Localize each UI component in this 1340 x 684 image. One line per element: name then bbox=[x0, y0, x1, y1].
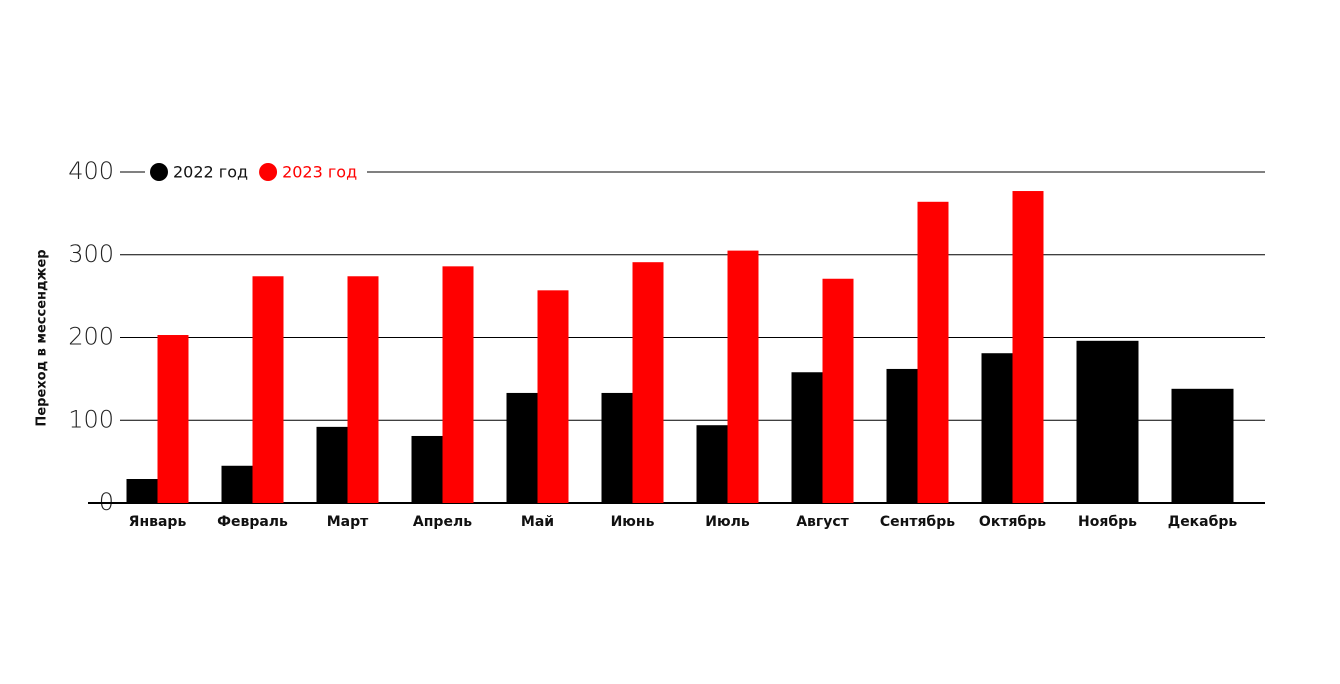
x-tick-label: Июнь bbox=[611, 514, 655, 530]
bar bbox=[727, 250, 759, 503]
x-tick-label: Декабрь bbox=[1168, 514, 1238, 530]
x-tick-label: Август bbox=[796, 514, 849, 530]
bar bbox=[1076, 340, 1139, 503]
bar bbox=[1012, 191, 1044, 503]
bar bbox=[126, 479, 158, 503]
y-axis-label: Переход в мессенджер bbox=[35, 249, 50, 426]
legend-marker bbox=[259, 163, 278, 181]
bar bbox=[506, 392, 538, 503]
bar bbox=[981, 353, 1013, 503]
y-tick-label: 400 bbox=[68, 157, 114, 185]
bar bbox=[601, 392, 633, 503]
y-tick-label: 300 bbox=[68, 240, 114, 268]
bar bbox=[1171, 388, 1234, 503]
bar bbox=[411, 435, 443, 503]
legend-label: 2023 год bbox=[282, 163, 357, 182]
x-tick-label: Сентябрь bbox=[880, 514, 955, 530]
x-tick-label: Январь bbox=[129, 514, 187, 530]
x-tick-label: Февраль bbox=[217, 514, 288, 530]
bar bbox=[791, 372, 823, 503]
legend-marker bbox=[150, 163, 168, 181]
legend-label: 2022 год bbox=[173, 163, 248, 182]
bar bbox=[917, 201, 949, 504]
bar bbox=[316, 426, 348, 503]
bar bbox=[157, 335, 189, 503]
y-tick-label: 100 bbox=[68, 405, 114, 433]
x-tick-label: Май bbox=[521, 514, 554, 530]
y-tick-label: 200 bbox=[68, 323, 114, 351]
bar bbox=[442, 266, 474, 503]
bar bbox=[347, 276, 379, 503]
bar bbox=[537, 290, 569, 503]
x-tick-label: Октябрь bbox=[979, 514, 1046, 530]
bar bbox=[822, 278, 854, 503]
x-tick-label: Апрель bbox=[413, 514, 472, 530]
bar bbox=[221, 465, 253, 503]
x-tick-label: Март bbox=[327, 514, 369, 530]
bar bbox=[632, 262, 664, 503]
bar bbox=[886, 368, 918, 503]
bar bbox=[252, 276, 284, 503]
x-tick-label: Июль bbox=[705, 514, 750, 530]
legend-background bbox=[145, 158, 367, 186]
bar bbox=[696, 425, 728, 503]
x-tick-label: Ноябрь bbox=[1078, 514, 1137, 530]
